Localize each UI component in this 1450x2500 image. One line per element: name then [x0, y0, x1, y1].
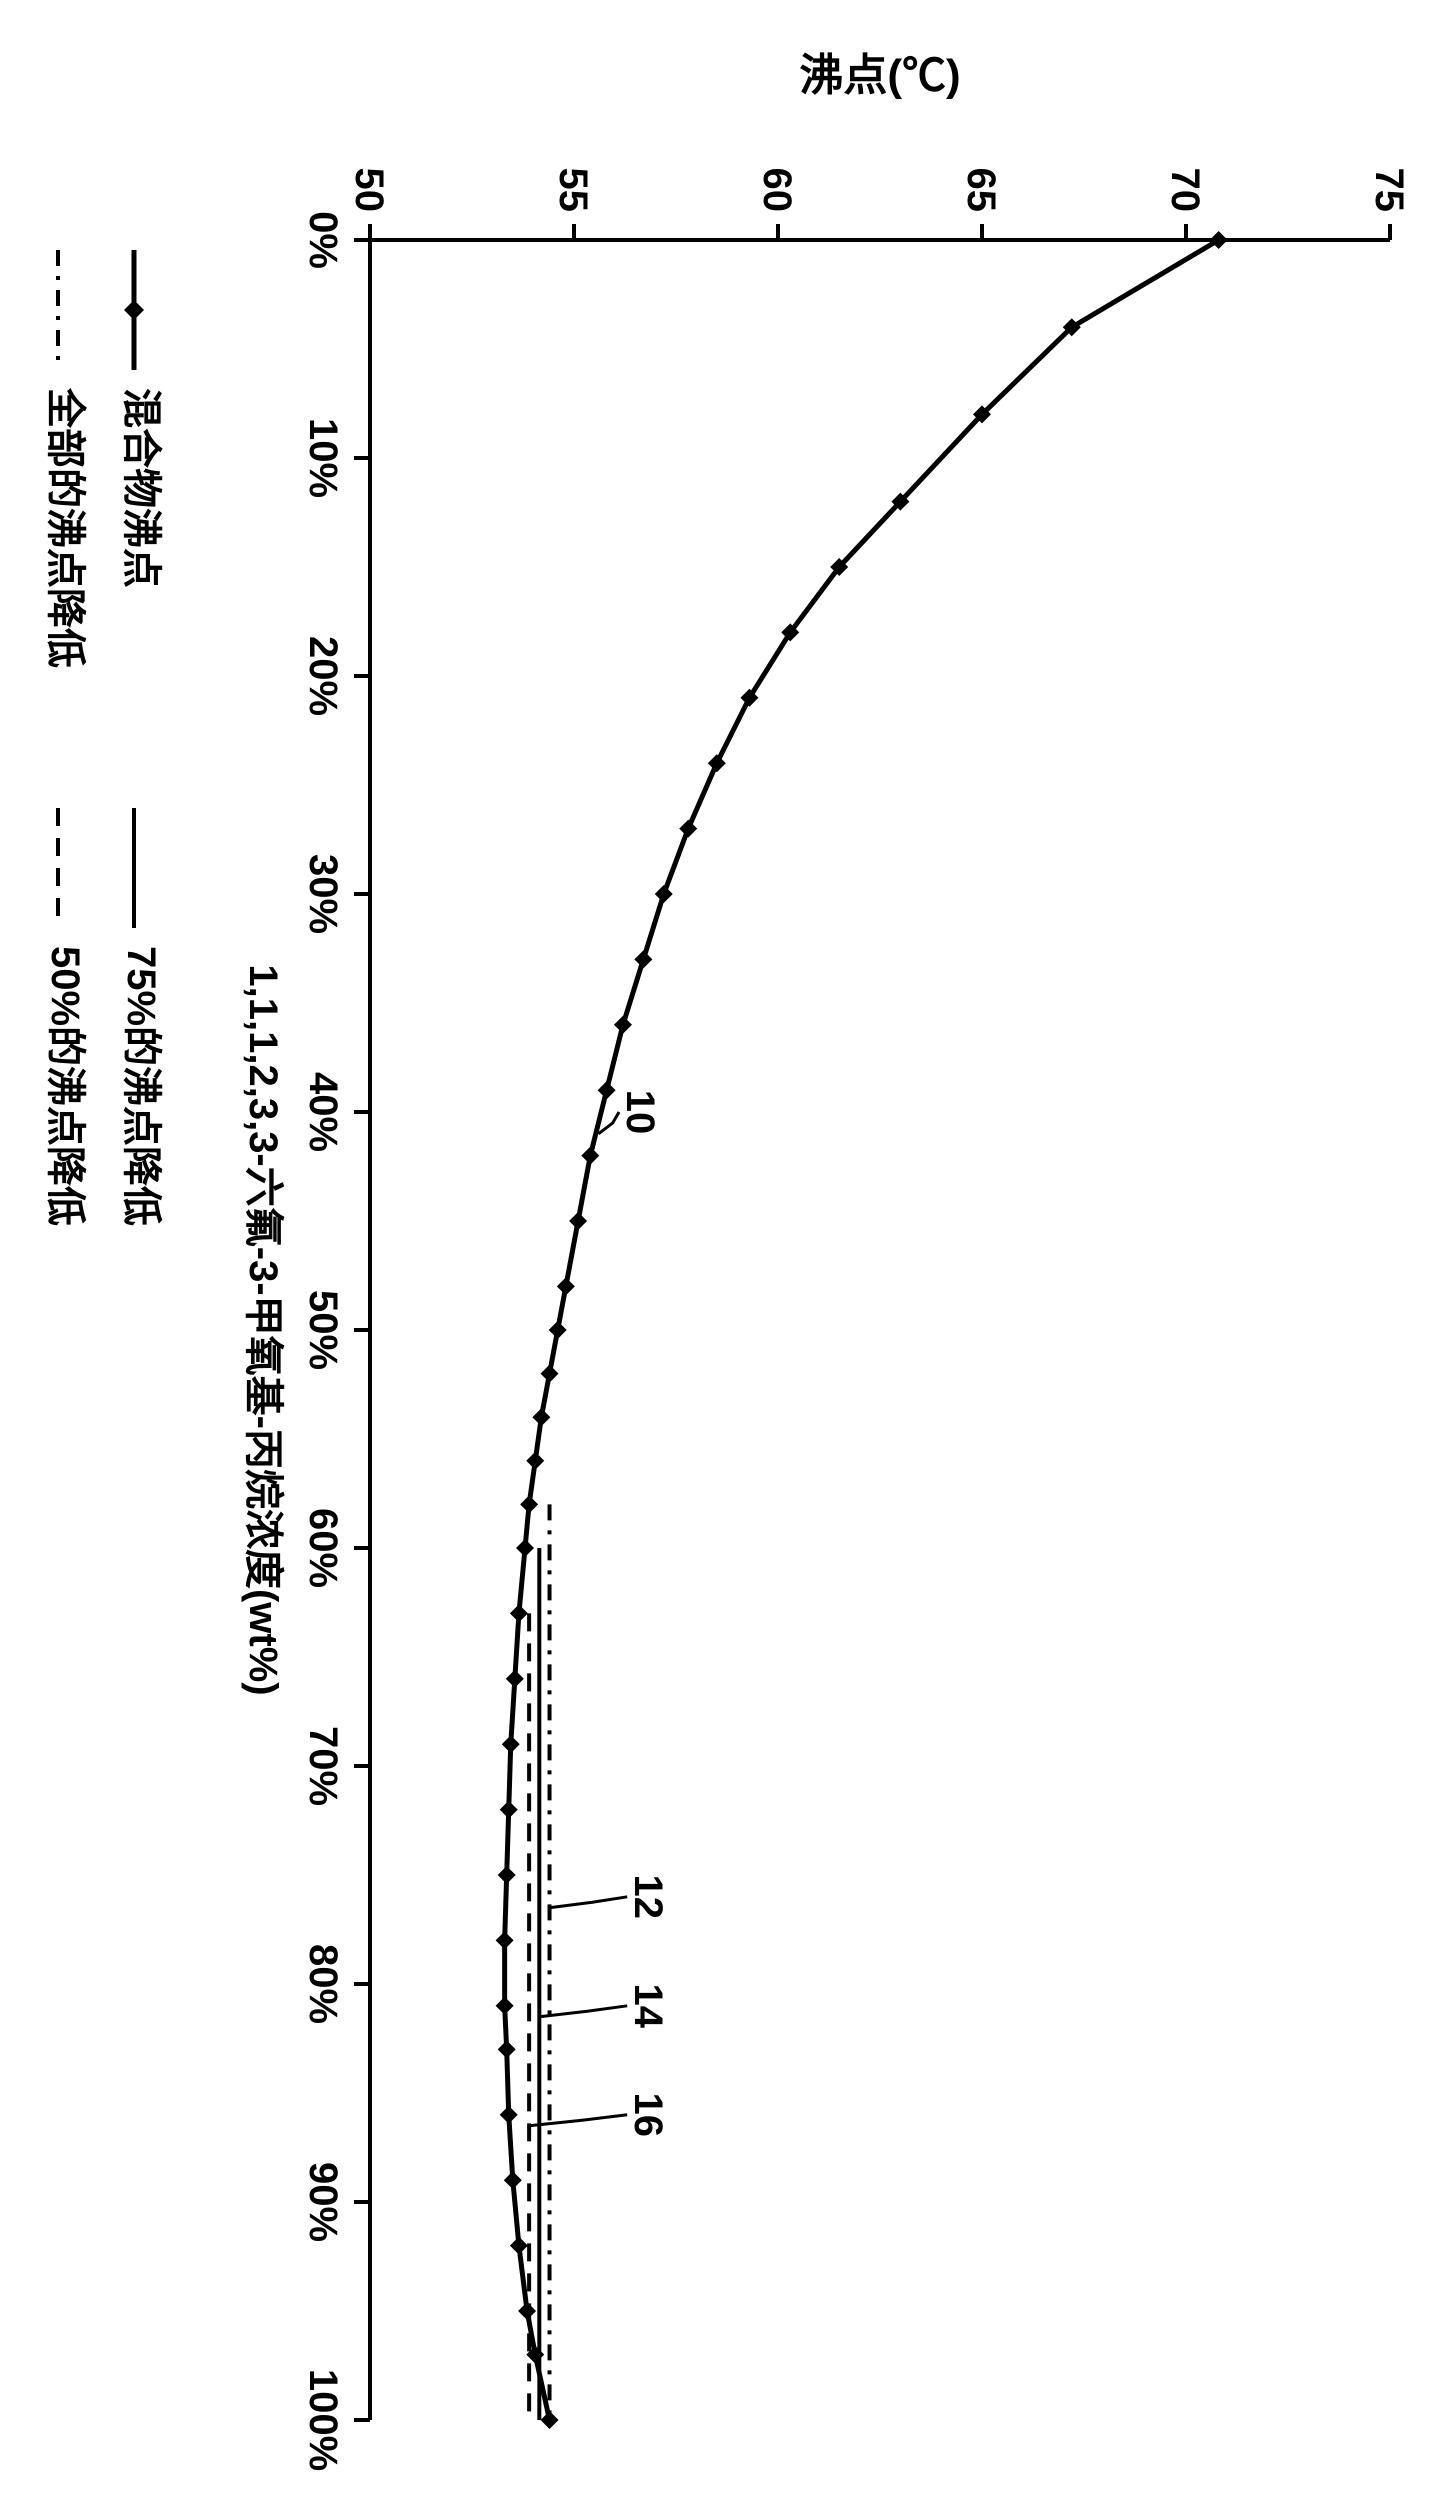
- svg-text:60%: 60%: [301, 1508, 345, 1588]
- legend-label-main: 混合物沸点: [116, 388, 174, 588]
- legend-swatch-main: [133, 250, 157, 370]
- chart-svg: 50 55 60 65 70 75 沸点(℃) 0% 10% 20% 30% 40% 50% 60% 70%…: [0, 0, 1450, 2500]
- svg-text:90%: 90%: [301, 2162, 345, 2242]
- svg-text:60: 60: [755, 168, 799, 213]
- page: 50 55 60 65 70 75 沸点(℃) 0% 10% 20% 30% 40% 50% 60% 70%…: [0, 0, 1450, 2500]
- svg-text:20%: 20%: [301, 636, 345, 716]
- svg-text:10: 10: [618, 1090, 662, 1135]
- svg-text:16: 16: [626, 2093, 670, 2138]
- svg-text:70: 70: [1163, 168, 1207, 213]
- svg-text:14: 14: [626, 1984, 670, 2029]
- svg-text:12: 12: [626, 1875, 670, 1920]
- svg-text:65: 65: [959, 168, 1003, 213]
- legend-col-1: 混合物沸点 全部的沸点降低: [40, 250, 174, 668]
- svg-text:30%: 30%: [301, 854, 345, 934]
- svg-text:100%: 100%: [301, 2369, 345, 2471]
- svg-text:1,1,1,2,3,3-六氟-3-甲氧基-丙烷浓度(wt%): 1,1,1,2,3,3-六氟-3-甲氧基-丙烷浓度(wt%): [241, 964, 285, 1695]
- legend-label-75: 75%的沸点降低: [116, 946, 174, 1226]
- legend-swatch-50: [57, 808, 81, 928]
- svg-text:55: 55: [551, 168, 595, 213]
- legend-swatch-full: [57, 250, 81, 370]
- svg-text:70%: 70%: [301, 1726, 345, 1806]
- legend-item-75: 75%的沸点降低: [116, 808, 174, 1226]
- svg-text:50: 50: [347, 168, 391, 213]
- legend-swatch-75: [133, 808, 157, 928]
- svg-text:40%: 40%: [301, 1072, 345, 1152]
- legend-label-50: 50%的沸点降低: [40, 946, 98, 1226]
- legend-col-2: 75%的沸点降低 50%的沸点降低: [40, 808, 174, 1226]
- rotated-chart-wrapper: 50 55 60 65 70 75 沸点(℃) 0% 10% 20% 30% 40% 50% 60% 70%…: [0, 0, 1450, 2500]
- legend: 混合物沸点 全部的沸点降低 75%的沸点降低: [40, 250, 174, 1226]
- legend-item-50: 50%的沸点降低: [40, 808, 98, 1226]
- legend-item-main: 混合物沸点: [116, 250, 174, 668]
- svg-text:10%: 10%: [301, 418, 345, 498]
- svg-text:75: 75: [1367, 168, 1411, 213]
- svg-text:50%: 50%: [301, 1290, 345, 1370]
- svg-text:80%: 80%: [301, 1944, 345, 2024]
- svg-text:沸点(℃): 沸点(℃): [799, 51, 960, 100]
- legend-label-full: 全部的沸点降低: [40, 388, 98, 668]
- legend-item-full: 全部的沸点降低: [40, 250, 98, 668]
- svg-text:0%: 0%: [301, 211, 345, 269]
- chart-area: 50 55 60 65 70 75 沸点(℃) 0% 10% 20% 30% 40% 50% 60% 70%…: [0, 0, 1450, 2500]
